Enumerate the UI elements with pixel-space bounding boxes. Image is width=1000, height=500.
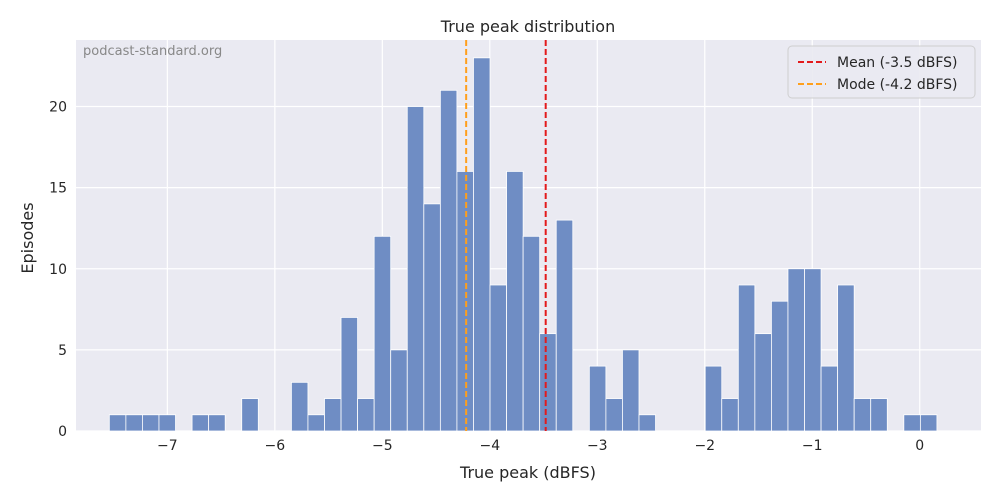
histogram-bar <box>290 381 309 432</box>
histogram-bar <box>555 219 574 432</box>
x-tick-label: −1 <box>802 438 823 454</box>
histogram-bar <box>158 414 176 432</box>
x-axis-label: True peak (dBFS) <box>459 463 596 482</box>
x-tick-label: −4 <box>479 438 500 454</box>
histogram-bar <box>340 317 359 432</box>
histogram-bar <box>837 284 855 432</box>
x-tick-label: −6 <box>265 438 286 454</box>
x-tick-label: 0 <box>915 438 924 454</box>
histogram-bar <box>771 300 789 432</box>
histogram-bar <box>439 89 458 432</box>
y-tick-label: 15 <box>49 181 67 197</box>
x-tick-label: −5 <box>372 438 393 454</box>
histogram-bar <box>357 398 375 432</box>
histogram-bar <box>605 398 623 432</box>
histogram-bar <box>622 349 640 432</box>
histogram-bar <box>787 268 805 432</box>
histogram-bar <box>588 365 607 432</box>
watermark-text: podcast-standard.org <box>83 44 222 59</box>
y-tick-label: 5 <box>58 343 67 359</box>
histogram-bar <box>208 414 226 432</box>
histogram-bar <box>804 268 822 432</box>
legend: Mean (-3.5 dBFS) Mode (-4.2 dBFS) <box>787 45 976 99</box>
x-tick-label: −3 <box>587 438 608 454</box>
histogram-bar <box>522 235 541 432</box>
histogram-bar <box>125 414 143 432</box>
histogram-bar <box>903 414 921 432</box>
histogram-bars <box>108 57 938 432</box>
histogram-bar <box>506 171 524 432</box>
histogram-bar <box>820 365 839 432</box>
histogram-bar <box>108 414 127 432</box>
histogram-bar <box>638 414 656 432</box>
histogram-bar <box>721 398 739 432</box>
tick-labels: −7 −6 −5 −4 −3 −2 −1 0 0 5 10 15 20 <box>49 100 924 454</box>
histogram-bar <box>373 235 392 432</box>
legend-mean-label: Mean (-3.5 dBFS) <box>837 55 957 71</box>
legend-box <box>787 45 976 99</box>
y-axis-label: Episodes <box>18 202 37 273</box>
histogram-bar <box>489 284 507 432</box>
histogram-bar <box>473 57 491 432</box>
chart-title: True peak distribution <box>440 17 615 36</box>
histogram-bar <box>241 398 259 432</box>
histogram-bar <box>754 333 772 432</box>
histogram-bar <box>406 106 425 432</box>
histogram-bar <box>191 414 210 432</box>
x-tick-label: −7 <box>157 438 178 454</box>
histogram-bar <box>142 414 160 432</box>
y-tick-label: 10 <box>49 262 67 278</box>
histogram-bar <box>307 414 325 432</box>
histogram-bar <box>870 398 888 432</box>
y-tick-label: 0 <box>58 424 67 440</box>
histogram-bar <box>324 398 342 432</box>
histogram-bar <box>737 284 756 432</box>
reference-lines <box>465 40 547 431</box>
histogram-bar <box>390 349 408 432</box>
histogram-bar <box>423 203 441 432</box>
histogram-bar <box>919 414 938 432</box>
histogram-bar <box>704 365 723 432</box>
y-tick-label: 20 <box>49 100 67 116</box>
legend-mode-label: Mode (-4.2 dBFS) <box>837 77 957 93</box>
histogram-bar <box>853 398 872 432</box>
x-tick-label: −2 <box>694 438 715 454</box>
histogram-bar <box>539 333 557 432</box>
